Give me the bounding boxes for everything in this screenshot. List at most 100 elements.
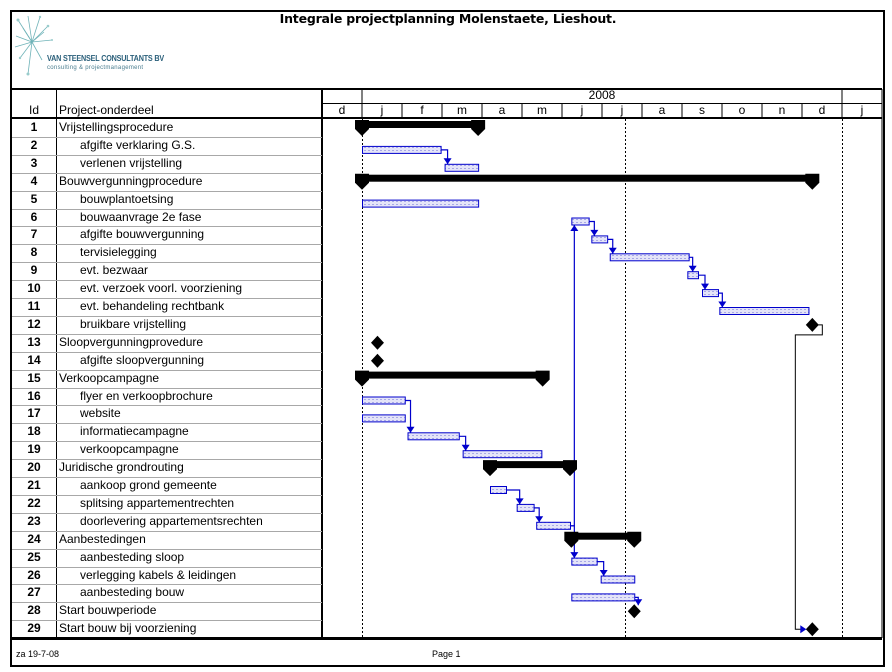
task-bar <box>571 593 636 602</box>
task-name[interactable]: afgifte bouwvergunning <box>80 227 205 242</box>
summary-bar <box>362 371 543 379</box>
summary-end-cap <box>805 173 820 190</box>
task-id: 19 <box>27 442 41 457</box>
task-id: 23 <box>27 513 41 528</box>
row-divider <box>12 567 322 568</box>
task-bar <box>591 235 609 244</box>
row-divider <box>12 441 322 442</box>
task-name[interactable]: Juridische grondrouting <box>59 460 184 475</box>
task-name[interactable]: tervisielegging <box>80 245 157 260</box>
task-bar <box>719 307 810 315</box>
link-arrow-icon <box>718 301 727 308</box>
task-name[interactable]: verlenen vrijstelling <box>80 155 183 170</box>
dependency-link <box>506 489 521 505</box>
row-divider <box>12 262 322 263</box>
starburst-logo-icon <box>14 15 53 76</box>
task-bar <box>490 486 507 494</box>
task-bar <box>687 271 699 280</box>
task-id: 25 <box>27 549 41 564</box>
timescale-month: f <box>420 103 424 117</box>
task-name[interactable]: Sloopvergunningprovedure <box>59 334 204 349</box>
task-name[interactable]: afgifte sloopvergunning <box>80 352 205 367</box>
task-name[interactable]: aanbesteding sloop <box>80 549 185 564</box>
task-id: 14 <box>27 352 41 367</box>
task-name[interactable]: Bouwvergunningprocedure <box>59 173 203 188</box>
task-name[interactable]: evt. bezwaar <box>80 263 149 278</box>
task-name[interactable]: aankoop grond gemeente <box>80 478 217 492</box>
task-id: 8 <box>30 245 38 260</box>
task-id: 6 <box>30 209 38 224</box>
task-bar <box>444 163 480 172</box>
footer-date: za 19-7-08 <box>16 649 60 659</box>
link-arrow-icon <box>800 625 807 634</box>
task-id: 27 <box>27 585 41 600</box>
row-divider <box>12 405 322 406</box>
link-arrow-icon <box>461 444 470 451</box>
logo-tagline: consulting & projectmanagement <box>47 65 144 71</box>
task-name[interactable]: Start bouw bij voorziening <box>59 621 197 636</box>
link-arrow-icon <box>688 265 697 272</box>
summary-end-cap <box>627 531 642 548</box>
task-id: 17 <box>27 406 41 421</box>
task-id: 12 <box>27 316 41 331</box>
task-name[interactable]: bruikbare vrijstelling <box>80 316 187 331</box>
task-name[interactable]: splitsing appartementrechten <box>80 495 235 510</box>
row-divider <box>12 173 322 174</box>
task-name[interactable]: flyer en verkoopbrochure <box>80 388 213 403</box>
timescale-month: d <box>338 103 346 117</box>
task-name[interactable]: aanbesteding bouw <box>80 585 185 600</box>
summary-end-cap <box>535 370 550 387</box>
column-header-id: Id <box>28 103 39 117</box>
task-bar <box>362 145 442 154</box>
task-name[interactable]: Vrijstellingsprocedure <box>59 120 174 134</box>
task-id: 11 <box>27 299 41 313</box>
row-divider <box>12 209 322 210</box>
task-name[interactable]: verkoopcampagne <box>80 442 179 457</box>
task-name[interactable]: bouwplantoetsing <box>80 191 174 206</box>
link-arrow-icon <box>634 599 643 606</box>
task-bar <box>571 557 598 566</box>
gantt-left-border <box>321 88 323 638</box>
task-id: 29 <box>27 621 41 636</box>
summary-end-cap <box>471 120 486 136</box>
task-name[interactable]: bouwaanvrage 2e fase <box>80 209 202 224</box>
footer-top-border <box>12 637 882 640</box>
task-bar <box>362 199 480 208</box>
task-name[interactable]: Aanbestedingen <box>59 531 146 546</box>
column-header-name: Project-onderdeel <box>59 103 154 117</box>
task-bar <box>536 521 571 530</box>
logo-company-name: VAN STEENSEL CONSULTANTS BV <box>47 54 165 63</box>
task-name[interactable]: Verkoopcampagne <box>59 370 160 385</box>
row-divider <box>12 352 322 353</box>
task-name[interactable]: doorlevering appartementsrechten <box>80 513 263 528</box>
row-divider <box>12 191 322 192</box>
timescale-month: a <box>498 103 506 117</box>
row-divider <box>12 423 322 424</box>
task-id: 16 <box>27 388 41 403</box>
task-name[interactable]: verlegging kabels & leidingen <box>80 567 237 582</box>
task-id: 13 <box>27 334 41 349</box>
task-name[interactable]: evt. verzoek voorl. voorziening <box>80 281 243 296</box>
task-id: 21 <box>27 478 41 492</box>
task-name[interactable]: afgifte verklaring G.S. <box>80 137 196 152</box>
task-name[interactable]: website <box>80 406 121 421</box>
task-id: 2 <box>30 137 38 152</box>
task-name[interactable]: Start bouwperiode <box>59 603 157 618</box>
row-divider <box>12 137 322 138</box>
task-name[interactable]: informatiecampagne <box>80 424 189 439</box>
task-name[interactable]: evt. behandeling rechtbank <box>80 299 225 313</box>
dependency-link <box>570 225 575 527</box>
row-divider <box>12 334 322 335</box>
summary-bar <box>362 174 813 182</box>
timescale-year: 2008 <box>588 88 616 102</box>
task-bar <box>362 396 406 405</box>
company-logo: VAN STEENSEL CONSULTANTS BV consulting &… <box>14 14 184 82</box>
dependency-link <box>570 525 575 559</box>
timescale-month: n <box>778 103 786 117</box>
timescale-month: d <box>818 103 826 117</box>
page-frame <box>10 10 885 667</box>
task-id: 15 <box>27 370 41 385</box>
task-id: 7 <box>30 227 38 242</box>
milestone-diamond <box>627 604 641 619</box>
milestone-diamond <box>370 353 384 368</box>
